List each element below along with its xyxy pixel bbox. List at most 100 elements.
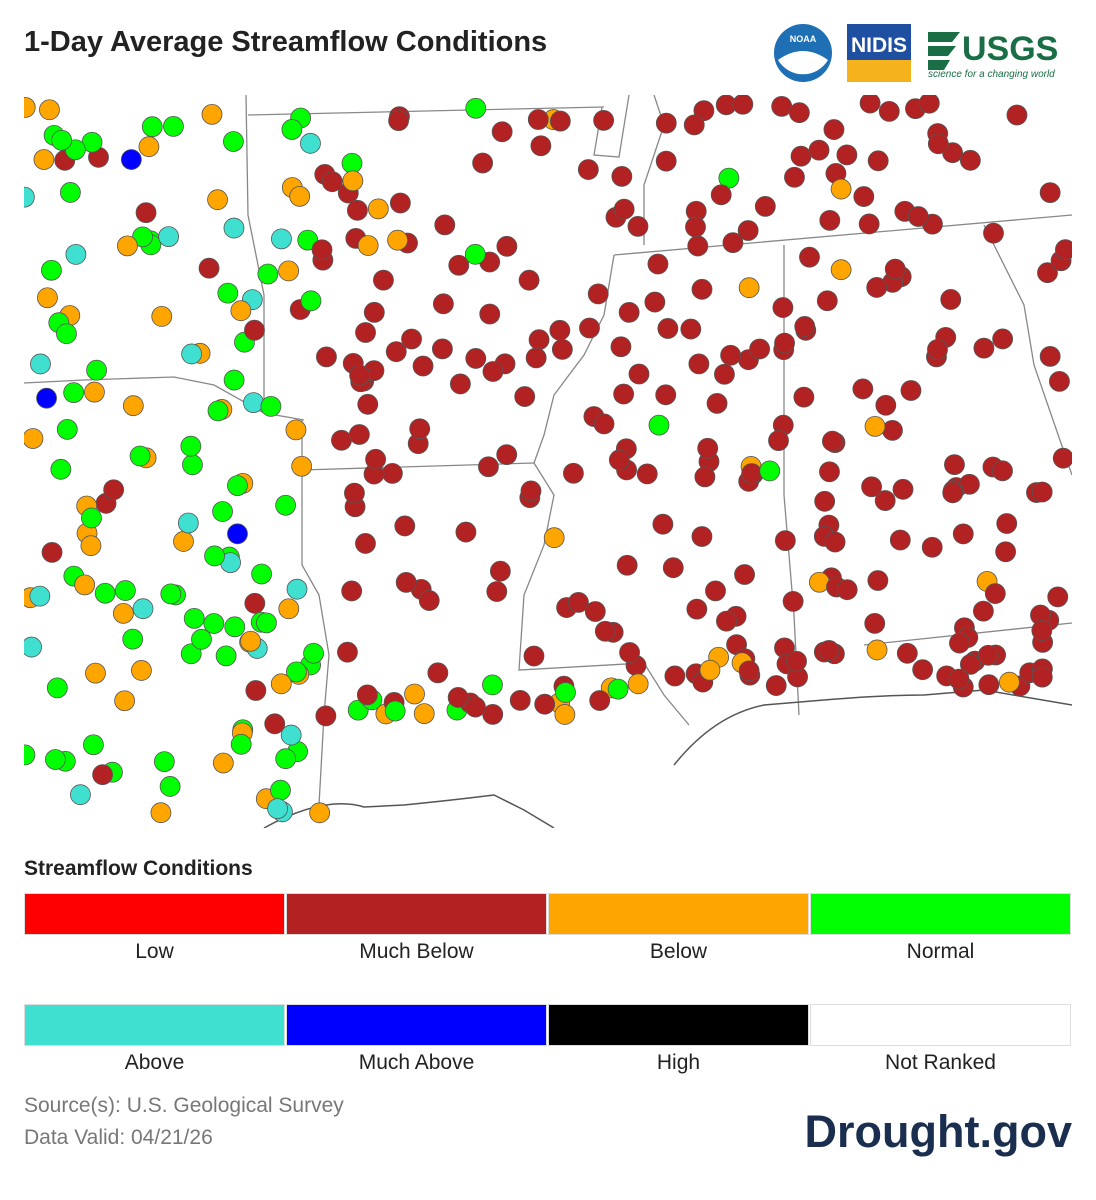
gauge [240,630,261,652]
legend-item: Above [24,1004,285,1075]
gauge [83,734,104,756]
gauge [289,185,311,207]
gauge [278,260,300,282]
gauge [648,414,670,436]
gauge [244,592,266,614]
gauge [427,662,449,684]
gauge [530,135,552,157]
gauge [520,480,542,502]
gauge [737,220,759,241]
gauge [355,533,376,554]
gauge [465,696,486,718]
gauge [24,744,36,766]
gauge [278,598,300,620]
gauge [999,671,1020,693]
gauge [56,418,78,440]
brand: Drought.gov [804,1106,1072,1157]
gauge [983,222,1004,244]
gauge [543,527,565,549]
gauge [135,202,157,224]
legend-item: Below [548,893,809,964]
gauge [401,328,422,350]
gauge [129,445,151,467]
gauge [607,678,629,700]
gauge [1047,586,1069,608]
gauge [394,515,416,537]
gauge [177,512,199,534]
gauge [549,110,571,132]
gauge [867,570,889,591]
gauge [1039,182,1061,203]
gauge [1049,370,1070,392]
gauge [952,523,974,545]
gauge [861,476,882,498]
gauge [525,347,547,369]
gauge [224,616,246,638]
gauge [180,643,202,665]
gauge [37,287,58,309]
gauge [92,764,113,786]
gauge [24,428,44,449]
gauge [365,448,387,470]
gauge [24,96,36,118]
gauge [680,318,702,340]
gauge [114,580,136,601]
legend-item: High [548,1004,809,1075]
gauge [227,523,248,545]
gauge [198,257,220,279]
gauge [316,346,337,368]
gauge [413,703,435,725]
gauge [927,339,948,360]
gauge [131,660,152,681]
gauge [251,563,272,585]
gauge [153,751,175,772]
gauge [280,724,302,746]
gauge [568,591,589,613]
gauge [992,460,1013,482]
gauge [409,418,431,440]
gauge [204,545,225,567]
gauge [1037,262,1058,284]
gauge [59,182,81,203]
gauge [215,645,237,667]
gauge [759,460,781,482]
gauge [160,583,182,605]
gauge [636,463,658,485]
gauge [896,642,918,664]
gauge [491,121,513,143]
gauge [207,189,228,211]
gauge [116,235,138,257]
gauge [1054,239,1072,261]
gauge [662,557,684,579]
gauge [655,150,677,172]
gauge [738,660,760,682]
gauge [705,580,726,602]
gauge [103,479,125,501]
gauge [180,435,202,457]
gauge [683,114,705,136]
gauge [627,673,649,695]
gauge [627,215,649,237]
gauge [271,228,292,250]
gauge [878,100,900,122]
gauge [852,378,874,400]
gauge [830,259,852,281]
gauge [710,184,732,206]
gauge [1031,666,1053,688]
gauge [949,632,970,654]
gauge [836,579,858,601]
gauge [81,507,102,529]
gauge [655,384,677,406]
gauge [822,430,843,452]
gauge [732,95,754,115]
gauge [191,628,212,650]
gauge [331,429,352,451]
gauge [907,206,929,227]
legend-label: Normal [906,940,975,963]
gauge [754,196,776,217]
gauge [613,383,635,405]
gauge [875,394,897,416]
gauge [291,455,313,477]
legend-item: Not Ranked [810,1004,1071,1075]
gauge [80,535,102,557]
